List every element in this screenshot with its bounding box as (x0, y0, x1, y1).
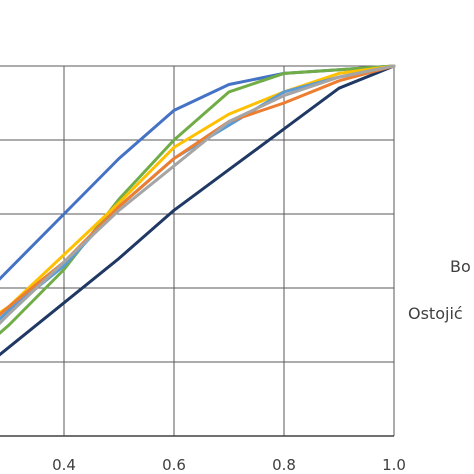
x-tick-label: 0.8 (272, 456, 296, 474)
legend-entry-2: Ostojić (408, 304, 463, 323)
series-lines (0, 64, 396, 357)
series-line-4 (0, 64, 396, 315)
x-tick-label: 0.6 (162, 456, 186, 474)
series-line-6 (0, 64, 396, 317)
series-line-1 (0, 64, 396, 357)
x-tick-label: 1.0 (382, 456, 406, 474)
x-tick-labels: 0.4 0.6 0.8 1.0 (52, 456, 406, 474)
x-tick-label: 0.4 (52, 456, 76, 474)
series-line-7 (0, 64, 396, 326)
legend-entry-1: Bo (450, 257, 471, 276)
series-line-3 (0, 64, 396, 335)
